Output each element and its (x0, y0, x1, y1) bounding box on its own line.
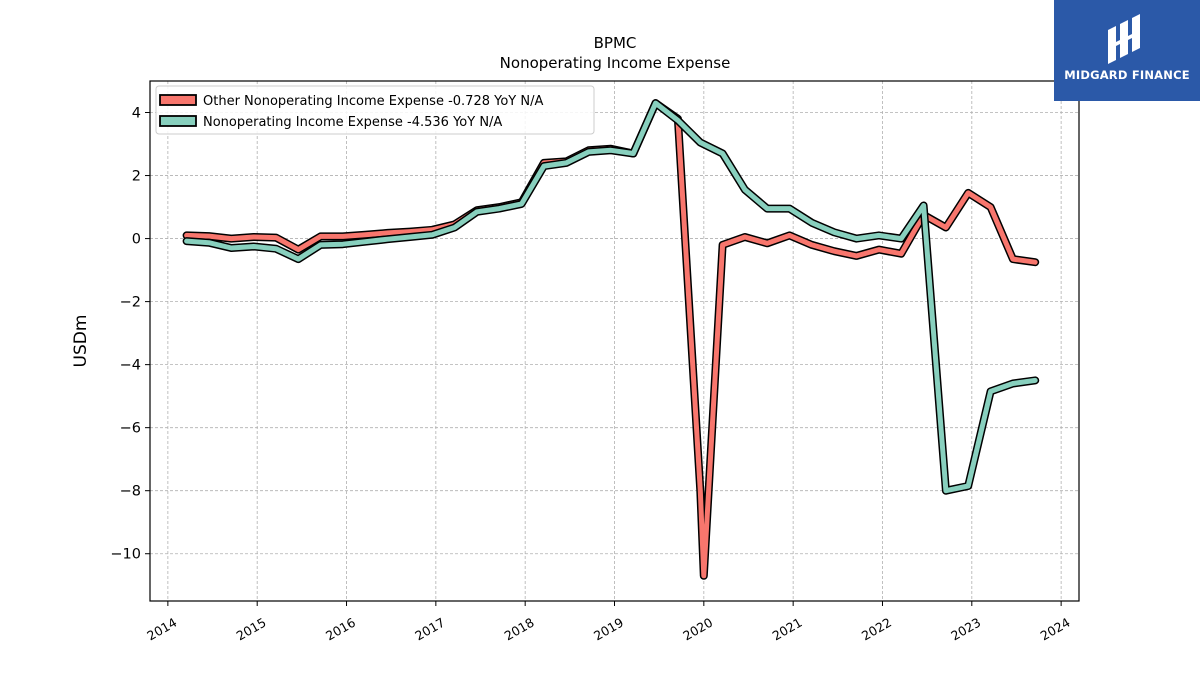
y-tick-label: 2 (132, 169, 141, 185)
x-tick-label: 2014 (144, 615, 179, 644)
y-tick-label: 0 (132, 232, 141, 248)
legend-label-1: Nonoperating Income Expense -4.536 YoY N… (203, 115, 502, 130)
legend-label-0: Other Nonoperating Income Expense -0.728… (203, 94, 543, 109)
legend-swatch-1 (159, 115, 197, 127)
series-outline-1 (182, 99, 1040, 495)
x-tick-label: 2019 (591, 615, 626, 644)
series-line-1 (184, 100, 1038, 494)
y-tick-label: −10 (110, 547, 141, 563)
logo-text: MIDGARD FINANCE (1064, 68, 1190, 82)
legend: Other Nonoperating Income Expense -0.728… (155, 85, 595, 135)
logo-mark-icon (1108, 14, 1140, 64)
series-line-0 (184, 100, 1038, 579)
x-tick-label: 2022 (859, 615, 894, 644)
series-outline-0 (182, 99, 1040, 580)
x-tick-label: 2021 (770, 615, 805, 644)
chart-subtitle: Nonoperating Income Expense (500, 54, 731, 72)
legend-box (155, 85, 595, 135)
x-tick-label: 2018 (502, 615, 537, 644)
y-tick-label: −6 (120, 421, 141, 437)
legend-swatch-0 (159, 94, 197, 106)
y-tick-label: −8 (120, 484, 141, 500)
x-tick-label: 2016 (323, 615, 358, 644)
x-tick-label: 2020 (680, 615, 715, 644)
y-axis-label: USDm (71, 315, 91, 368)
x-tick-label: 2024 (1038, 615, 1073, 644)
y-tick-label: −4 (120, 358, 141, 374)
series-layer (182, 99, 1040, 580)
x-tick-label: 2017 (412, 615, 447, 644)
axis-ticks: 2014 2015 2016 2017 2018 2019 2020 2021 2022 2023… (110, 106, 1072, 644)
y-tick-label: −2 (120, 295, 141, 311)
chart-title: BPMC (594, 34, 637, 52)
x-tick-label: 2015 (234, 615, 269, 644)
brand-logo: MIDGARD FINANCE (1054, 0, 1200, 101)
grid (150, 81, 1079, 601)
x-tick-label: 2023 (948, 615, 983, 644)
y-tick-label: 4 (132, 106, 141, 122)
